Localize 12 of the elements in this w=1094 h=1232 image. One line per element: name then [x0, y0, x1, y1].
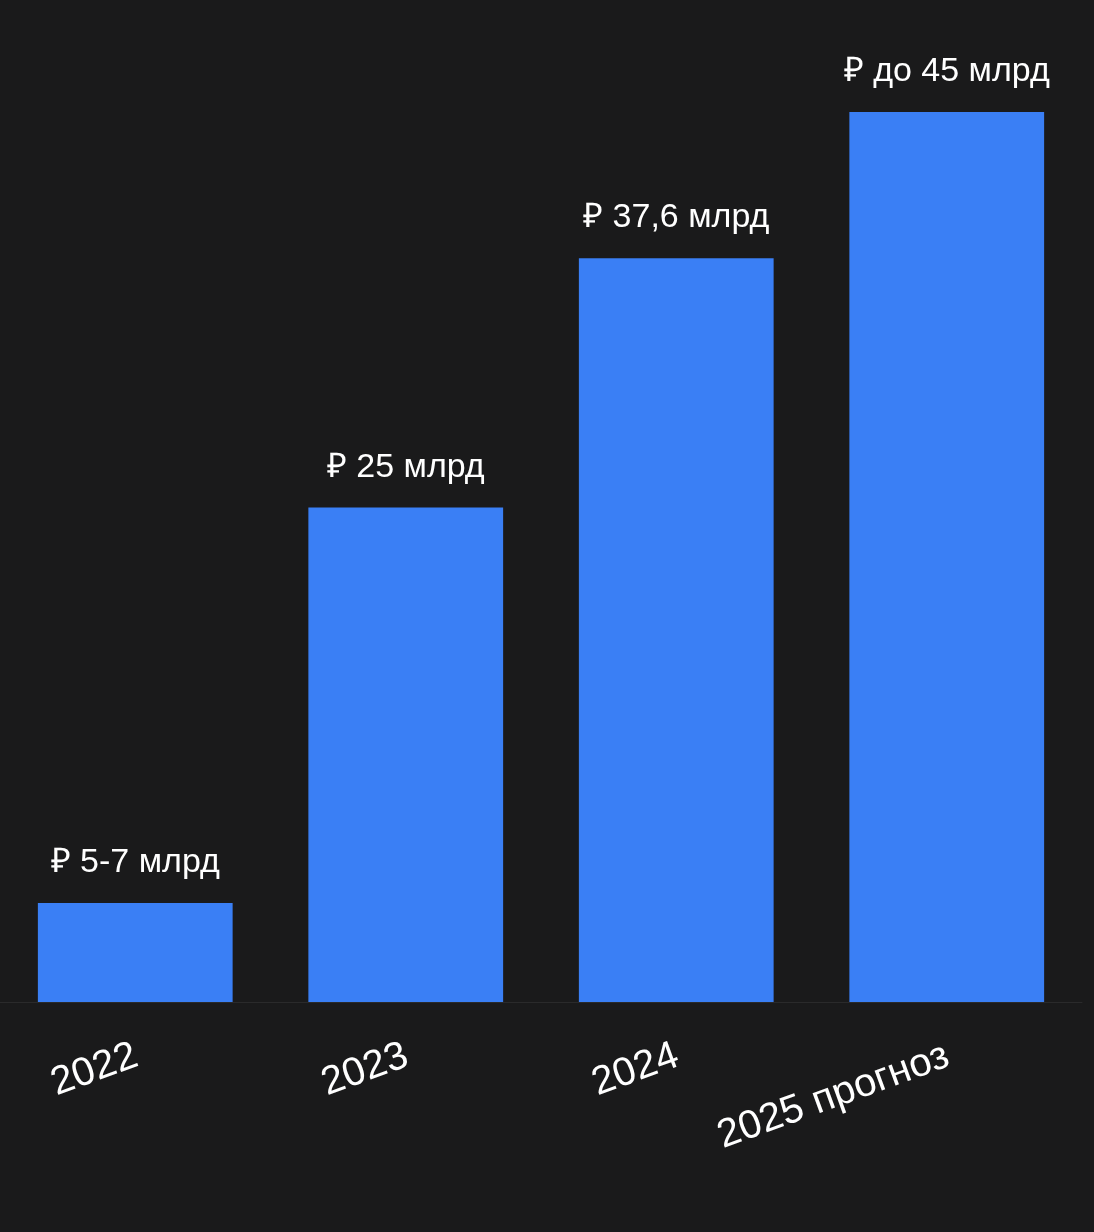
x-tick-label: 2024 — [585, 1031, 684, 1104]
x-tick-label: 2023 — [314, 1031, 414, 1104]
x-tick-label: 2022 — [44, 1031, 143, 1104]
data-label: ₽ 37,6 млрд — [583, 196, 770, 235]
x-tick-label: 2025 прогноз — [710, 1031, 955, 1156]
bar — [578, 258, 774, 1002]
data-label: ₽ до 45 млрд — [843, 50, 1050, 88]
bar — [308, 507, 504, 1002]
data-label: ₽ 5-7 млрд — [50, 841, 221, 880]
bar — [849, 112, 1045, 1002]
data-label: ₽ 25 млрд — [326, 445, 485, 484]
bar — [37, 903, 233, 1002]
